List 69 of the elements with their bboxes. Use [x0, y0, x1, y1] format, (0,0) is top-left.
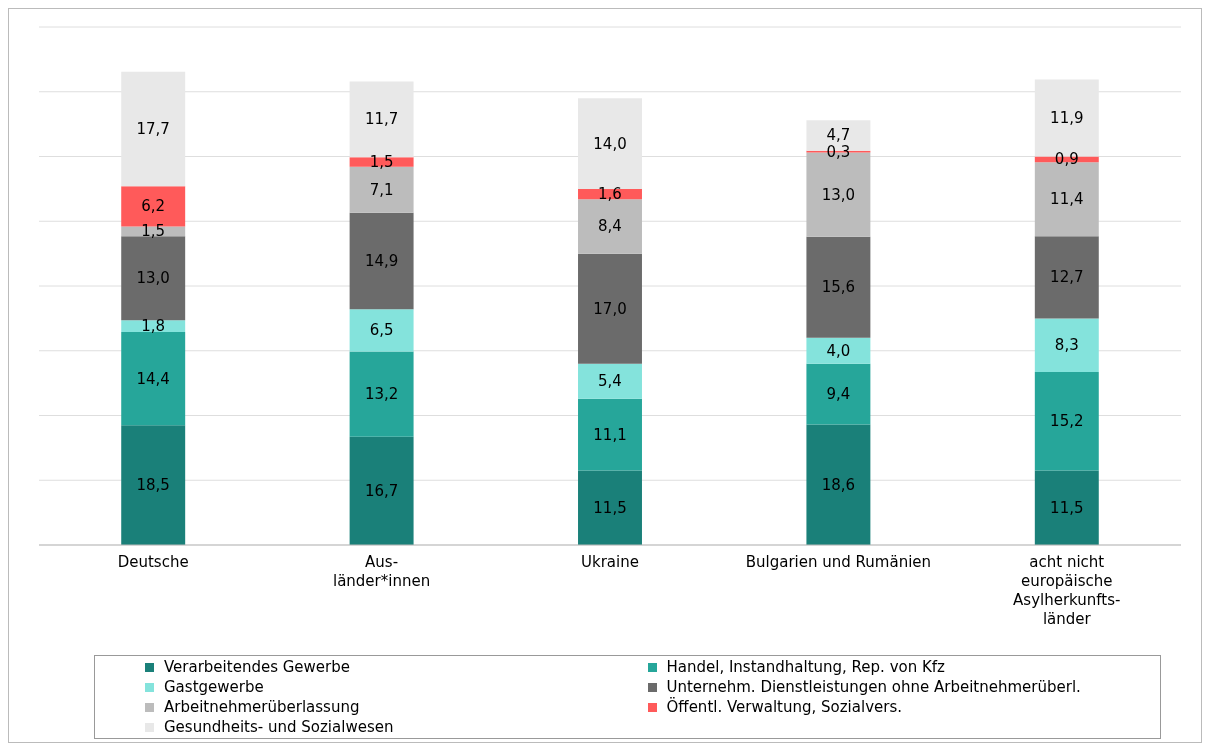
bar [806, 337, 871, 364]
data-label: 14,4 [136, 369, 170, 388]
data-label: 1,8 [141, 317, 166, 336]
data-label: 11,5 [1050, 498, 1084, 517]
bar [1034, 470, 1099, 545]
bar [578, 253, 642, 364]
legend-label: Arbeitnehmerüberlassung [164, 698, 360, 716]
data-label: 11,4 [1050, 190, 1084, 209]
data-label: 13,2 [364, 385, 399, 404]
data-label: 1,6 [598, 185, 622, 204]
x-tick-label: Aus- länder*innen [333, 553, 431, 590]
bar [121, 331, 186, 426]
data-label: 18,6 [821, 475, 856, 494]
legend-label: Unternehm. Dienstleistungen ohne Arbeitnehmerüberl. [666, 678, 1081, 696]
legend-label: Gesundheits- und Sozialwesen [164, 718, 394, 736]
data-label: 15,2 [1050, 412, 1084, 431]
data-label: 13,0 [136, 269, 170, 288]
data-label: 12,7 [1050, 268, 1084, 287]
data-label: 11,1 [593, 425, 627, 444]
data-label: 8,4 [598, 217, 622, 236]
x-tick-label: Bulgarien und Rumänien [745, 553, 932, 571]
bar [121, 226, 186, 237]
data-label: 18,5 [136, 476, 170, 495]
bar [349, 436, 414, 545]
data-label: 5,4 [598, 372, 622, 391]
bar [349, 309, 414, 352]
legend-label: Öffentl. Verwaltung, Sozialvers. [666, 698, 902, 716]
bar [121, 236, 186, 321]
bar [578, 470, 642, 545]
data-label: 14,0 [593, 134, 627, 153]
data-label: 11,5 [593, 498, 627, 517]
x-tick-label: acht nicht europäische Asylherkunfts- länder [1013, 553, 1121, 628]
data-label: 6,2 [141, 197, 166, 216]
data-label: 4,7 [826, 126, 851, 145]
bar [1034, 372, 1099, 471]
data-label: 13,0 [821, 185, 856, 204]
data-label: 17,7 [136, 119, 170, 138]
bar [1034, 318, 1099, 373]
data-label: 1,5 [369, 153, 394, 171]
data-label: 15,6 [821, 278, 856, 297]
legend-label: Verarbeitendes Gewerbe [164, 658, 350, 676]
data-label: 0,9 [1054, 150, 1079, 169]
legend-label: Handel, Instandhaltung, Rep. von Kfz [666, 658, 945, 676]
data-label: 17,0 [593, 299, 627, 318]
legend-label: Gastgewerbe [164, 678, 264, 696]
bar [806, 236, 871, 338]
data-label: 4,0 [826, 341, 851, 360]
bar [349, 157, 414, 167]
bar [349, 212, 414, 310]
data-label: 16,7 [364, 481, 399, 500]
bar [578, 398, 642, 471]
bar [578, 199, 642, 254]
data-label: 14,9 [364, 252, 399, 271]
bar [806, 424, 871, 545]
bar [1034, 236, 1099, 319]
data-label: 8,3 [1054, 336, 1079, 355]
data-label: 11,7 [364, 110, 399, 129]
data-label: 1,5 [141, 222, 166, 241]
data-label: 6,5 [369, 321, 394, 340]
data-label: 0,3 [826, 142, 851, 161]
bar [806, 363, 871, 425]
bar [121, 425, 186, 545]
data-label: 7,1 [369, 180, 394, 199]
x-tick-label: Deutsche [117, 553, 189, 571]
bar [578, 363, 642, 399]
data-label: 11,9 [1050, 108, 1084, 127]
x-tick-label: Ukraine [581, 553, 639, 571]
data-label: 9,4 [826, 385, 851, 404]
bar [349, 351, 414, 437]
